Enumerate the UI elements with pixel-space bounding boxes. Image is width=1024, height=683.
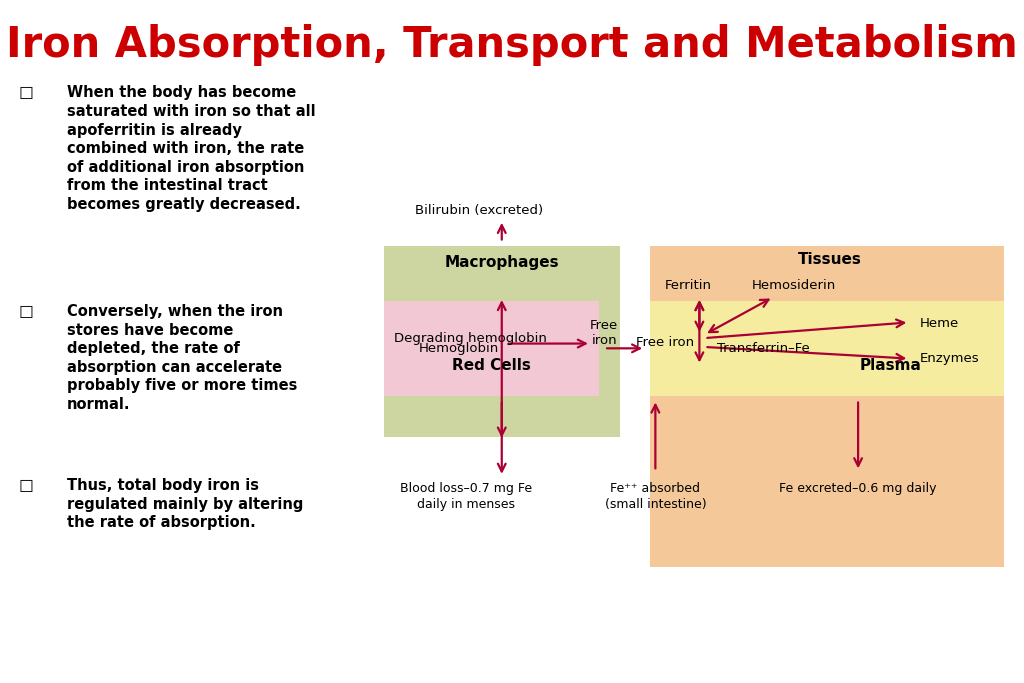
Text: Iron Absorption, Transport and Metabolism: Iron Absorption, Transport and Metabolis… [6, 24, 1018, 66]
Bar [650, 246, 1004, 567]
Text: Degrading hemoglobin: Degrading hemoglobin [394, 331, 547, 345]
Text: When the body has become
saturated with iron so that all
apoferritin is already
: When the body has become saturated with … [67, 85, 315, 212]
Text: ☐: ☐ [18, 478, 34, 496]
Text: Bilirubin (excreted): Bilirubin (excreted) [415, 204, 544, 217]
Text: Thus, total body iron is
regulated mainly by altering
the rate of absorption.: Thus, total body iron is regulated mainl… [67, 478, 303, 530]
Bar [384, 246, 620, 437]
Bar [384, 301, 599, 396]
Text: ☐: ☐ [18, 304, 34, 322]
Text: Fe excreted–0.6 mg daily: Fe excreted–0.6 mg daily [779, 482, 937, 494]
Text: Hemoglobin: Hemoglobin [419, 342, 499, 355]
Text: Fe⁺⁺ absorbed
(small intestine): Fe⁺⁺ absorbed (small intestine) [604, 482, 707, 510]
Text: Ferritin: Ferritin [665, 279, 712, 292]
Text: Plasma: Plasma [860, 358, 922, 373]
Text: Blood loss–0.7 mg Fe
daily in menses: Blood loss–0.7 mg Fe daily in menses [399, 482, 532, 510]
Bar [650, 301, 1004, 396]
Text: Tissues: Tissues [798, 252, 861, 267]
Text: Hemosiderin: Hemosiderin [752, 279, 836, 292]
Text: Red Cells: Red Cells [452, 358, 531, 373]
Text: Enzymes: Enzymes [920, 352, 979, 365]
Text: ☐: ☐ [18, 85, 34, 103]
Text: Macrophages: Macrophages [444, 255, 559, 270]
Text: Free iron: Free iron [636, 336, 694, 350]
Text: Conversely, when the iron
stores have become
depleted, the rate of
absorption ca: Conversely, when the iron stores have be… [67, 304, 297, 412]
Text: Free
iron: Free iron [590, 319, 618, 346]
Text: Transferrin–Fe: Transferrin–Fe [717, 342, 810, 355]
Text: Heme: Heme [920, 316, 958, 330]
